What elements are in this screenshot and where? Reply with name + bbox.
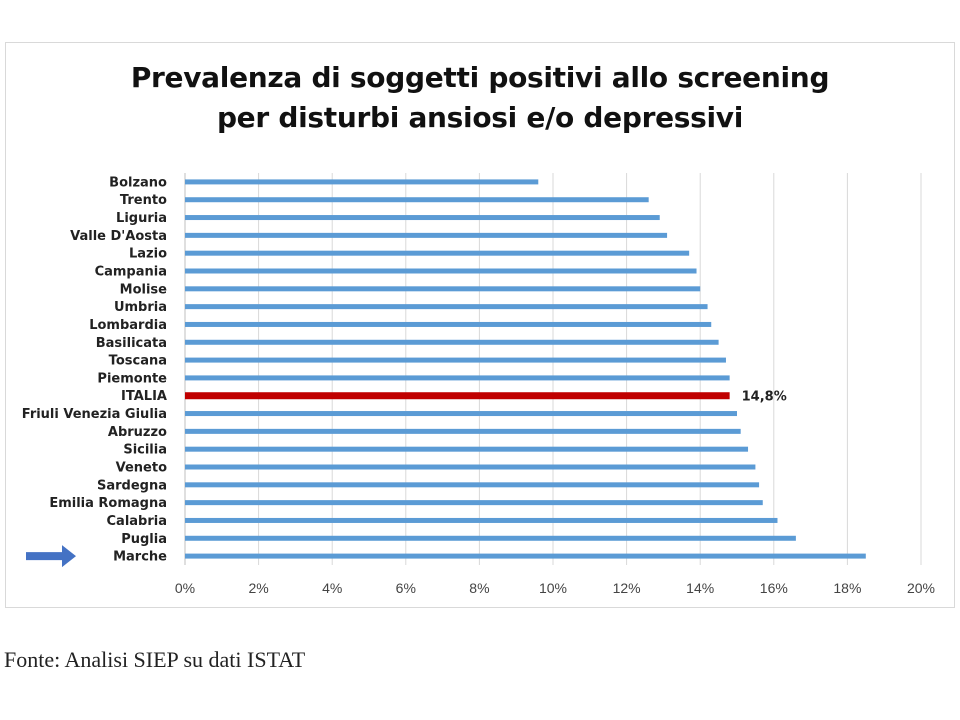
category-labels: Bolzano Trento Liguria Valle D'Aosta Lazio Ca…	[22, 175, 167, 564]
x-tick-label: 6%	[396, 580, 416, 596]
bar	[185, 535, 796, 541]
category-label: Calabria	[107, 514, 168, 529]
bar	[185, 250, 690, 256]
bar	[185, 446, 749, 452]
x-tick-label: 14%	[686, 580, 714, 596]
category-label: Veneto	[116, 461, 167, 476]
category-label: Toscana	[109, 354, 167, 369]
x-tick-label: 8%	[469, 580, 489, 596]
category-label: Umbria	[114, 300, 167, 315]
bar	[185, 392, 730, 400]
category-label: Puglia	[121, 532, 167, 547]
chart-title-line-2: per disturbi ansiosi e/o depressivi	[216, 101, 744, 134]
category-label: Abruzzo	[108, 425, 167, 440]
bar	[185, 357, 726, 363]
bar	[185, 464, 756, 470]
x-tick-label: 20%	[907, 580, 935, 596]
bar	[185, 339, 719, 345]
bar	[185, 197, 649, 203]
category-label: Sardegna	[97, 478, 167, 493]
category-label: Bolzano	[109, 175, 167, 190]
grid-lines	[184, 173, 922, 565]
bar	[185, 482, 760, 488]
bar	[185, 500, 763, 506]
bar	[185, 411, 737, 417]
bar	[185, 304, 708, 310]
chart-title-line-1: Prevalenza di soggetti positivi allo scr…	[130, 61, 830, 94]
x-tick-label: 2%	[248, 580, 268, 596]
category-label: Friuli Venezia Giulia	[22, 407, 167, 422]
annotations: 14,8%	[26, 390, 787, 568]
x-tick-label: 12%	[613, 580, 641, 596]
x-tick-label: 18%	[833, 580, 861, 596]
category-label: Lombardia	[89, 318, 167, 333]
category-label: Liguria	[116, 211, 167, 226]
source-note: Fonte: Analisi SIEP su dati ISTAT	[4, 647, 306, 672]
x-tick-label: 0%	[175, 580, 195, 596]
category-label: Trento	[120, 193, 167, 208]
data-label: 14,8%	[742, 390, 787, 405]
chart-title: Prevalenza di soggetti positivi allo scr…	[0, 58, 960, 138]
bar	[185, 553, 866, 559]
x-tick-label: 16%	[760, 580, 788, 596]
bar-chart: Bolzano Trento Liguria Valle D'Aosta Lazio Ca…	[22, 173, 935, 596]
category-label: Valle D'Aosta	[70, 229, 167, 244]
category-label: Molise	[120, 282, 168, 297]
category-label: Piemonte	[97, 371, 167, 386]
x-tick-label: 10%	[539, 580, 567, 596]
category-label: Emilia Romagna	[49, 496, 167, 511]
arrow-icon	[26, 545, 76, 568]
bar	[185, 215, 660, 221]
bar	[185, 286, 701, 292]
bar	[185, 321, 712, 327]
bar	[185, 232, 668, 238]
category-label: ITALIA	[121, 389, 167, 404]
bars	[185, 179, 866, 559]
category-label: Basilicata	[96, 336, 167, 351]
tick-labels: 0% 2% 4% 6% 8% 10% 12% 14% 16% 18% 20%	[175, 580, 935, 596]
category-label: Lazio	[129, 247, 167, 262]
bar	[185, 428, 741, 434]
bar	[185, 268, 697, 274]
category-label: Sicilia	[123, 443, 167, 458]
bar	[185, 179, 539, 185]
bar	[185, 517, 778, 523]
bar	[185, 375, 730, 381]
x-tick-label: 4%	[322, 580, 342, 596]
category-label: Marche	[113, 550, 167, 565]
category-label: Campania	[95, 265, 167, 280]
